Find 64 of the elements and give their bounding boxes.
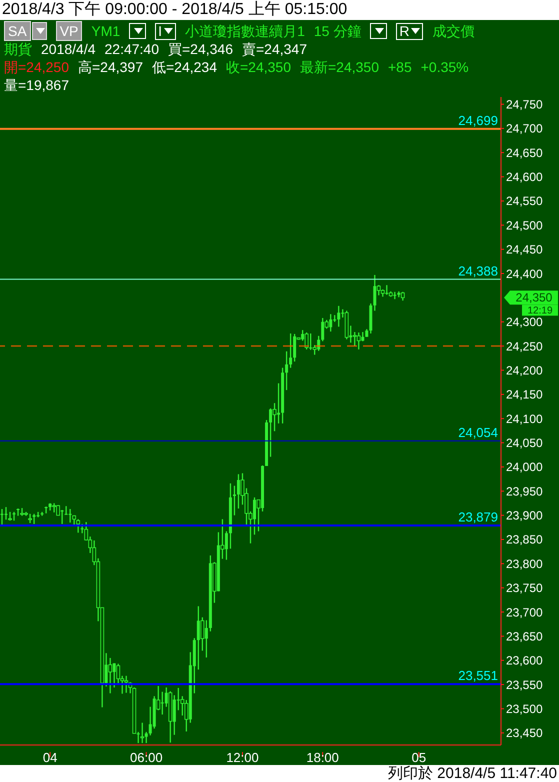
y-tick-label: 24,450	[506, 242, 544, 257]
y-tick-label: 24,550	[506, 194, 544, 208]
y-tick-label: 24,150	[506, 388, 544, 402]
y-tick-label: 24,300	[506, 315, 544, 330]
ref-line-label: 23,551	[458, 668, 498, 684]
text: 最新=24,350	[300, 58, 379, 76]
y-tick-label: 23,800	[506, 556, 544, 571]
y-tick-label: 23,850	[506, 532, 544, 547]
y-tick-label: 24,650	[506, 146, 544, 160]
text: 15 分鐘	[314, 22, 362, 40]
text: 24,350	[516, 290, 553, 305]
y-tick-label: 24,750	[506, 98, 544, 112]
ref-line-label: 23,879	[458, 509, 498, 524]
text: 買=24,346	[168, 40, 233, 58]
x-tick-label: 06:00	[130, 750, 163, 765]
y-tick-label: 23,750	[506, 581, 544, 596]
y-tick-label: 24,400	[506, 266, 544, 281]
text: 賣=24,347	[242, 40, 307, 58]
y-tick-label: 23,550	[506, 678, 544, 692]
y-tick-label: 24,600	[506, 170, 544, 184]
y-tick-label: 23,700	[506, 605, 544, 620]
text: 列印於 2018/4/5 11:47:40	[388, 765, 557, 782]
y-tick-label: 23,600	[506, 654, 544, 668]
y-tick-label: 24,200	[506, 363, 544, 378]
text: 期貨	[4, 40, 32, 58]
candlestick	[160, 692, 164, 715]
y-tick-label: 23,950	[506, 484, 544, 498]
text: 成交價	[432, 22, 474, 40]
y-tick-label: 24,250	[506, 339, 544, 354]
text: 22:47:40	[104, 40, 159, 58]
x-tick-label: 12:00	[226, 750, 259, 765]
y-tick-label: 24,700	[506, 122, 544, 136]
x-tick-label: 04	[42, 750, 58, 765]
text: 量=19,867	[4, 76, 69, 94]
text: SA	[4, 21, 31, 41]
text: 高=24,397	[78, 58, 143, 76]
ref-line-label: 24,054	[458, 424, 498, 440]
text: VP	[56, 21, 82, 41]
x-tick-label: 05	[412, 750, 426, 765]
y-tick-label: 24,050	[506, 436, 544, 450]
y-tick-label: 24,000	[506, 460, 544, 474]
y-tick-label: 23,500	[506, 702, 544, 716]
y-tick-label: 23,900	[506, 508, 544, 523]
text: YM1	[91, 22, 120, 40]
text: R	[396, 22, 424, 40]
y-tick-label: 24,500	[506, 218, 544, 232]
candlestick	[393, 292, 396, 300]
text: +85	[388, 58, 412, 76]
candlestick	[385, 285, 388, 295]
text: 收=24,350	[226, 58, 291, 76]
text: 12:19	[527, 306, 553, 317]
ref-line-label: 24,699	[458, 112, 498, 128]
chart-title: 2018/4/3 下午 09:00:00 - 2018/4/5 上午 05:15:00	[2, 0, 348, 20]
text: +0.35%	[420, 58, 469, 76]
ref-line-label: 24,388	[458, 263, 498, 278]
x-tick-label: 18:00	[306, 750, 339, 765]
y-tick-label: 23,450	[506, 726, 544, 740]
text: 低=24,234	[152, 58, 217, 76]
y-tick-label: 23,650	[506, 629, 544, 644]
text: 開=24,250	[4, 58, 69, 76]
text: I	[155, 22, 176, 40]
text: 2018/4/4	[41, 40, 96, 58]
text: 小道瓊指數連續月1	[185, 22, 305, 40]
y-tick-label: 24,100	[506, 412, 544, 426]
